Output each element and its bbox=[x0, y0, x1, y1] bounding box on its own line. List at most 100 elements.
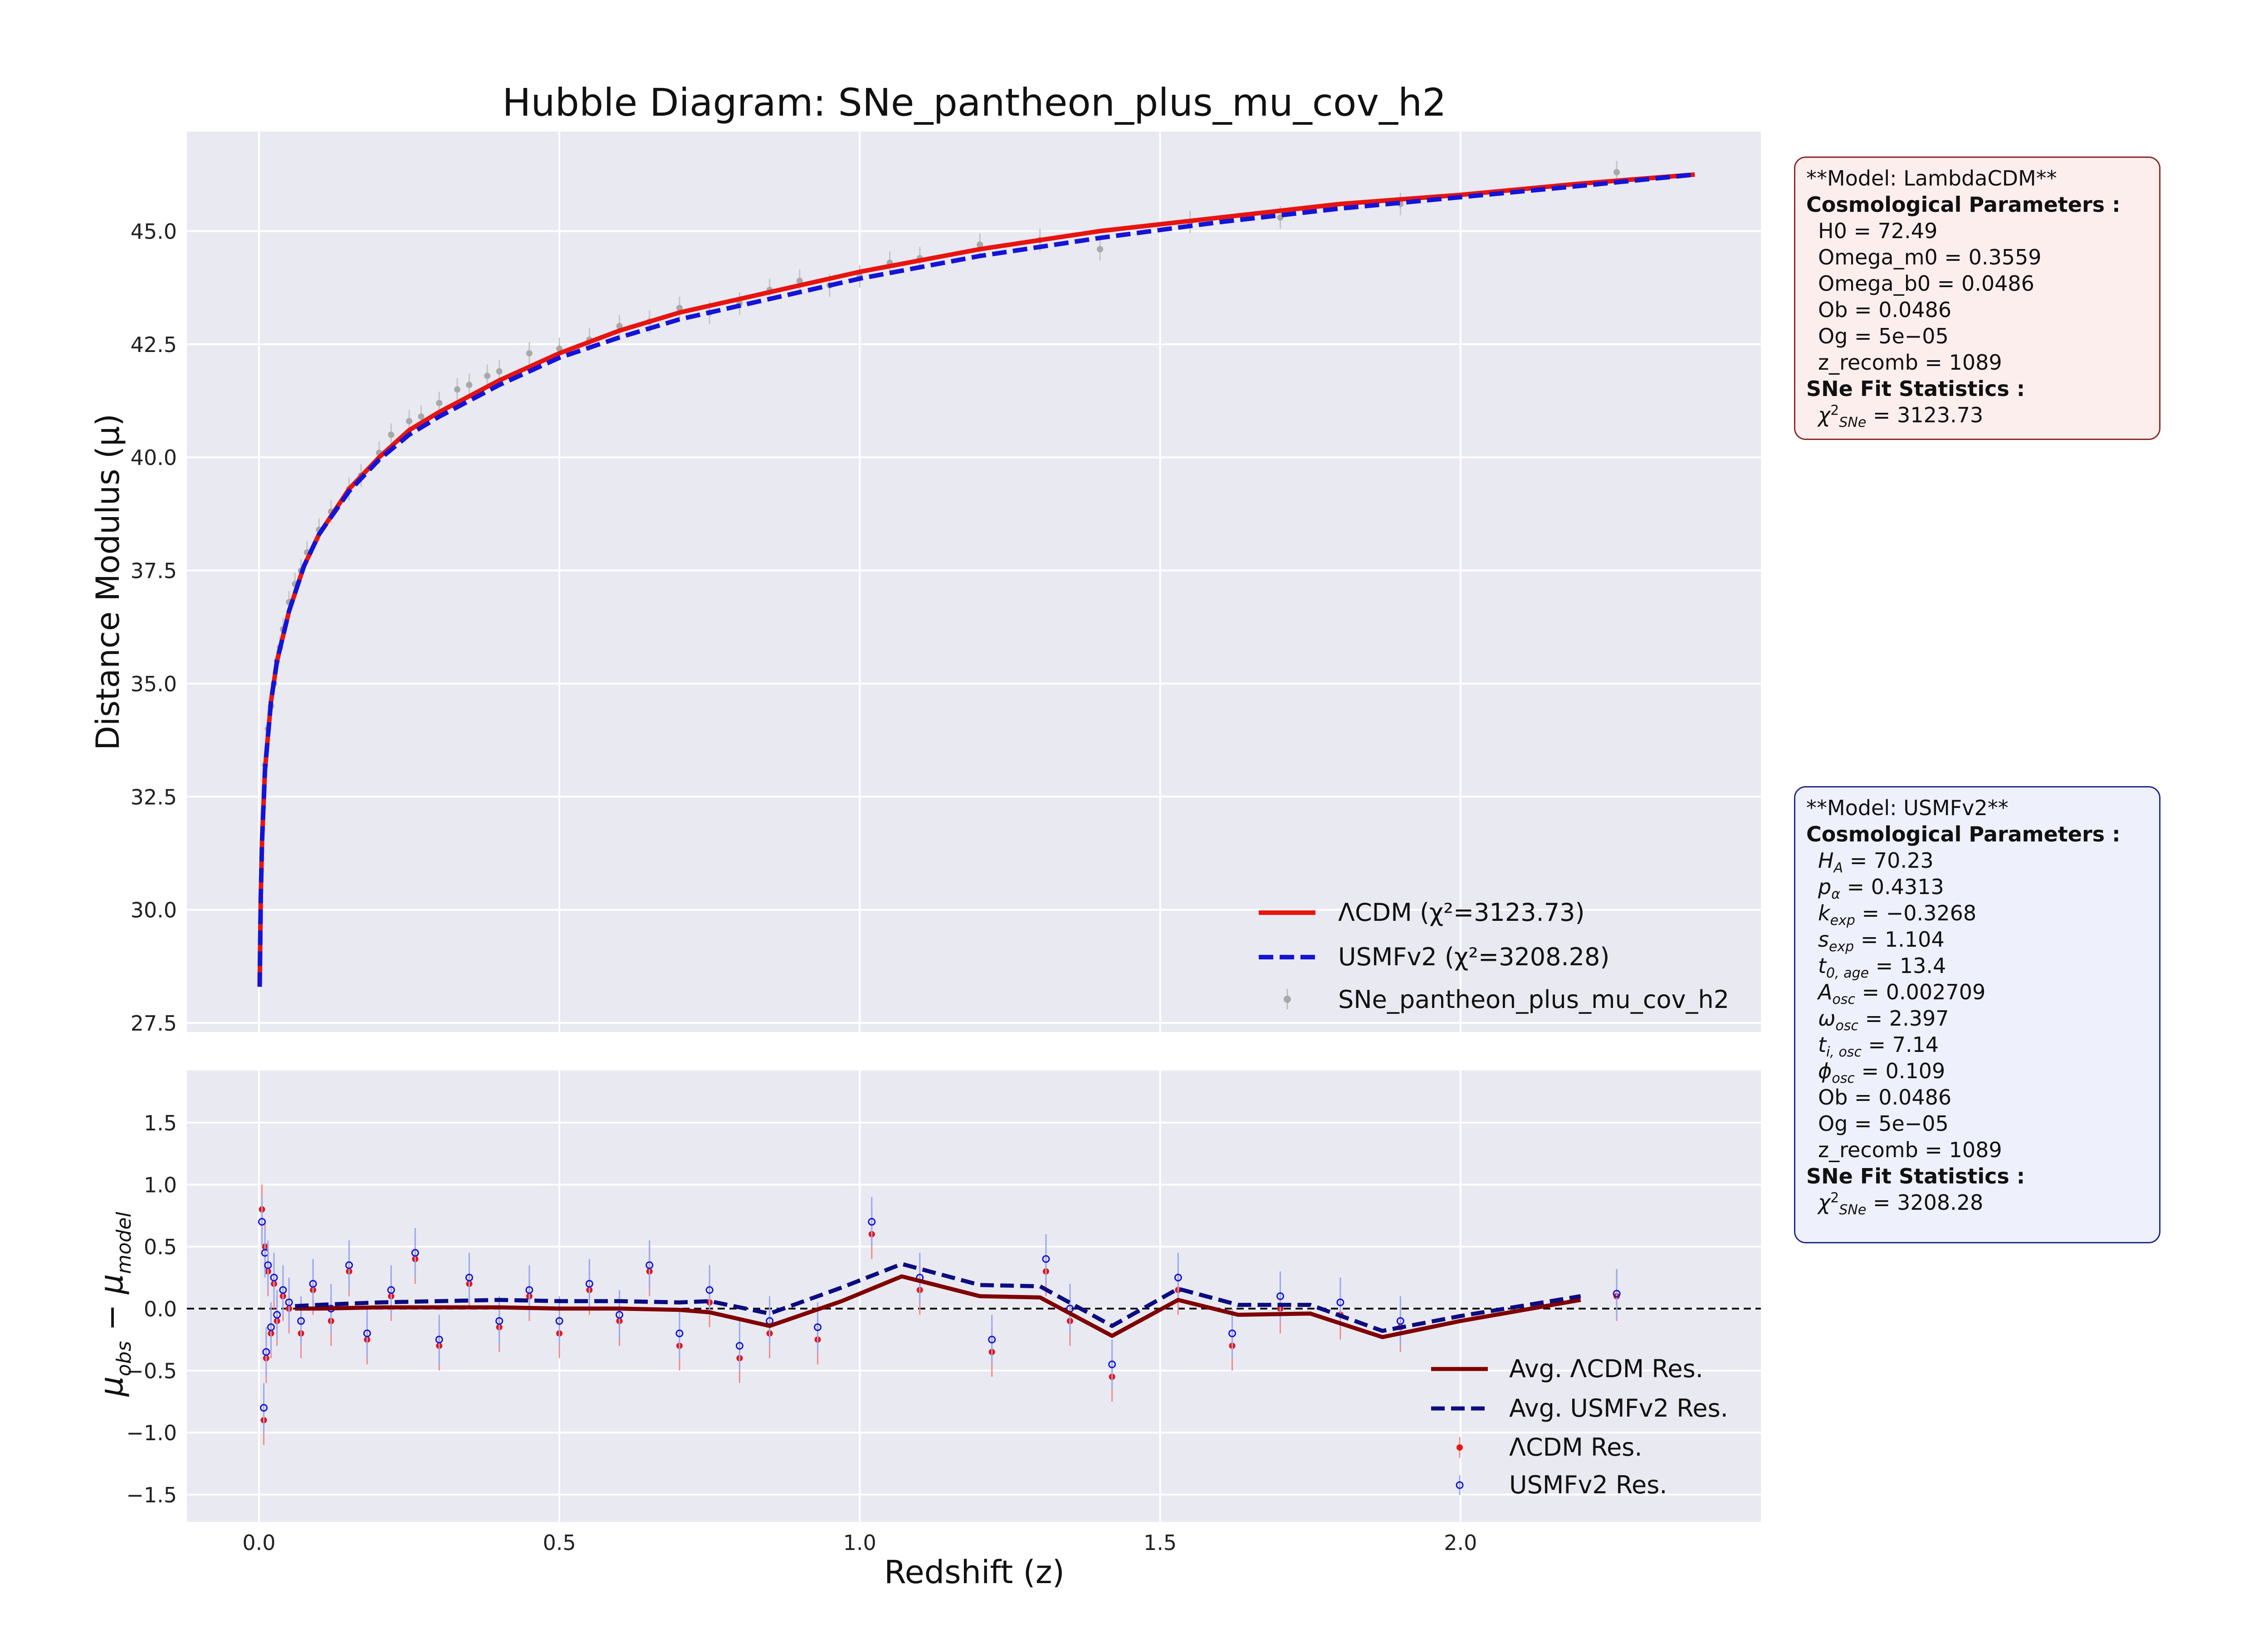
sne-data-point bbox=[526, 350, 533, 357]
usmf-residual-point bbox=[988, 1335, 996, 1344]
usmf-residual-point bbox=[270, 1273, 278, 1281]
lcdm-param: z_recomb = 1089 bbox=[1818, 350, 2002, 375]
lcdm-param: Omega_b0 = 0.0486 bbox=[1818, 271, 2034, 296]
usmf-residual-point bbox=[387, 1286, 395, 1294]
avg-usmf-residual-line bbox=[295, 1261, 1581, 1333]
x-tick-label: 1.0 bbox=[843, 1530, 876, 1555]
usmf-residual-point bbox=[1336, 1298, 1344, 1306]
usmf-residual-point bbox=[465, 1273, 473, 1281]
sne-data-point bbox=[388, 431, 395, 438]
usmf-residual-point bbox=[309, 1280, 317, 1288]
usmf-residual-point bbox=[411, 1249, 419, 1257]
bottom-y-tick-label: 1.0 bbox=[144, 1173, 177, 1197]
usmf-param: ti, osc = 7.14 bbox=[1818, 1032, 1939, 1061]
sne-data-point bbox=[466, 381, 473, 388]
top-legend: ΛCDM (χ²=3123.73) USMFv2 (χ²=3208.28) SN… bbox=[1259, 898, 1729, 1014]
usmf-param: Aosc = 0.002709 bbox=[1818, 980, 1986, 1008]
usmf-residual-point bbox=[735, 1342, 743, 1350]
usmf-residual-point bbox=[262, 1348, 270, 1356]
usmf-param: ωosc = 2.397 bbox=[1818, 1006, 1949, 1034]
usmf-param: pα = 0.4313 bbox=[1818, 875, 1944, 903]
top-y-tick-label: 45.0 bbox=[131, 219, 177, 244]
avg-lcdm-residual-line bbox=[295, 1274, 1581, 1340]
top-y-tick-label: 35.0 bbox=[131, 672, 177, 696]
usmf-residual-point bbox=[264, 1261, 272, 1269]
x-tick-label: 2.0 bbox=[1444, 1530, 1477, 1555]
legend-avg-usmf-label: Avg. USMFv2 Res. bbox=[1509, 1394, 1728, 1423]
usmf-residual-point bbox=[1228, 1330, 1237, 1338]
usmf-model-curve bbox=[257, 172, 1695, 987]
top-model-lines bbox=[257, 172, 1695, 987]
lcdm-model-label: **Model: LambdaCDM** bbox=[1806, 166, 2057, 191]
usmf-residual-point bbox=[260, 1404, 268, 1412]
sne-data-point bbox=[1097, 246, 1104, 253]
x-tick-label: 0.5 bbox=[543, 1530, 576, 1555]
x-tick-label: 1.5 bbox=[1144, 1530, 1177, 1555]
legend-lcdm-res-label: ΛCDM Res. bbox=[1509, 1433, 1642, 1462]
top-y-axis-label: Distance Modulus (μ) bbox=[89, 414, 127, 750]
residual-points bbox=[258, 1184, 1621, 1445]
usmf-param: sexp = 1.104 bbox=[1818, 927, 1945, 955]
usmf-residual-point bbox=[1042, 1255, 1050, 1263]
usmf-residual-point bbox=[525, 1286, 533, 1294]
usmf-model-label: **Model: USMFv2** bbox=[1806, 796, 2009, 820]
legend-lcdm-label: ΛCDM (χ²=3123.73) bbox=[1338, 898, 1585, 927]
usmf-residual-point bbox=[585, 1280, 593, 1288]
usmf-chi2: χ2SNe = 3208.28 bbox=[1818, 1190, 1984, 1218]
usmf-residual-point bbox=[1396, 1317, 1404, 1325]
bottom-x-ticks: 0.0 0.5 1.0 1.5 2.0 bbox=[242, 1530, 1477, 1555]
bottom-panel: −1.5 −1.0 −0.5 0.0 0.5 1.0 1.5 0.0 0.5 1.0 1.5 2.0… bbox=[93, 1071, 1761, 1591]
lcdm-params-header: Cosmological Parameters : bbox=[1806, 192, 2121, 217]
bottom-y-ticks: −1.5 −1.0 −0.5 0.0 0.5 1.0 1.5 bbox=[126, 1111, 177, 1507]
usmf-residual-point bbox=[273, 1311, 281, 1319]
top-y-tick-label: 40.0 bbox=[131, 445, 177, 470]
legend-usmf-res-marker bbox=[1456, 1481, 1464, 1489]
top-y-tick-label: 32.5 bbox=[131, 785, 177, 809]
lcdm-stats-header: SNe Fit Statistics : bbox=[1806, 376, 2025, 401]
sne-data-point bbox=[436, 400, 443, 406]
sne-data-point bbox=[977, 241, 983, 248]
lcdm-chi2: χ2SNe = 3123.73 bbox=[1818, 402, 1984, 431]
bottom-y-tick-label: 0.5 bbox=[144, 1235, 177, 1259]
usmf-residual-point bbox=[435, 1335, 443, 1344]
usmf-parameters-box: **Model: USMFv2** Cosmological Parameter… bbox=[1794, 786, 2160, 1243]
usmf-param: Ob = 0.0486 bbox=[1818, 1085, 1952, 1110]
sne-data-point bbox=[1613, 169, 1620, 176]
sne-data-point bbox=[796, 278, 803, 284]
top-y-tick-label: 42.5 bbox=[131, 332, 177, 357]
usmf-residual-point bbox=[1276, 1292, 1284, 1300]
legend-lcdm-res-marker bbox=[1457, 1444, 1463, 1451]
top-y-tick-label: 37.5 bbox=[131, 559, 177, 583]
lcdm-param: Omega_m0 = 0.3559 bbox=[1818, 245, 2042, 269]
top-y-ticks: 27.5 30.0 32.5 35.0 37.5 40.0 42.5 45.0 bbox=[131, 219, 177, 1036]
lcdm-param: Og = 5e−05 bbox=[1818, 324, 1949, 348]
legend-usmf-res-label: USMFv2 Res. bbox=[1509, 1471, 1667, 1499]
sne-data-point bbox=[454, 386, 460, 393]
usmf-param: ϕosc = 0.109 bbox=[1818, 1059, 1945, 1087]
bottom-y-tick-label: −0.5 bbox=[126, 1359, 177, 1384]
usmf-residual-point bbox=[1108, 1360, 1116, 1369]
usmf-residual-point bbox=[297, 1317, 305, 1325]
bottom-legend: Avg. ΛCDM Res. Avg. USMFv2 Res. ΛCDM Res… bbox=[1431, 1354, 1728, 1499]
usmf-stats-header: SNe Fit Statistics : bbox=[1806, 1164, 2025, 1188]
legend-avg-lcdm-label: Avg. ΛCDM Res. bbox=[1509, 1354, 1703, 1383]
usmf-residual-point bbox=[868, 1217, 876, 1226]
sne-data-point bbox=[496, 368, 503, 375]
usmf-residual-point bbox=[267, 1323, 275, 1331]
lcdm-param: H0 = 72.49 bbox=[1818, 219, 1938, 243]
sne-data-point bbox=[418, 413, 425, 420]
usmf-residual-point bbox=[645, 1261, 654, 1269]
usmf-residual-point bbox=[1174, 1273, 1182, 1281]
usmf-residual-point bbox=[705, 1286, 714, 1294]
usmf-param: Og = 5e−05 bbox=[1818, 1111, 1949, 1136]
bottom-y-axis-label: μobs − μmodel bbox=[93, 1212, 136, 1397]
usmf-residual-point bbox=[279, 1286, 287, 1294]
sne-data-point bbox=[616, 323, 623, 329]
usmf-param: HA = 70.23 bbox=[1818, 848, 1934, 876]
sne-data-point bbox=[676, 305, 683, 312]
residual-average-lines bbox=[295, 1261, 1581, 1340]
usmf-residual-point bbox=[345, 1261, 353, 1269]
usmf-residual-point bbox=[258, 1217, 266, 1226]
lcdm-parameters-box: **Model: LambdaCDM** Cosmological Parame… bbox=[1794, 156, 2160, 440]
legend-data-label: SNe_pantheon_plus_mu_cov_h2 bbox=[1338, 985, 1729, 1014]
